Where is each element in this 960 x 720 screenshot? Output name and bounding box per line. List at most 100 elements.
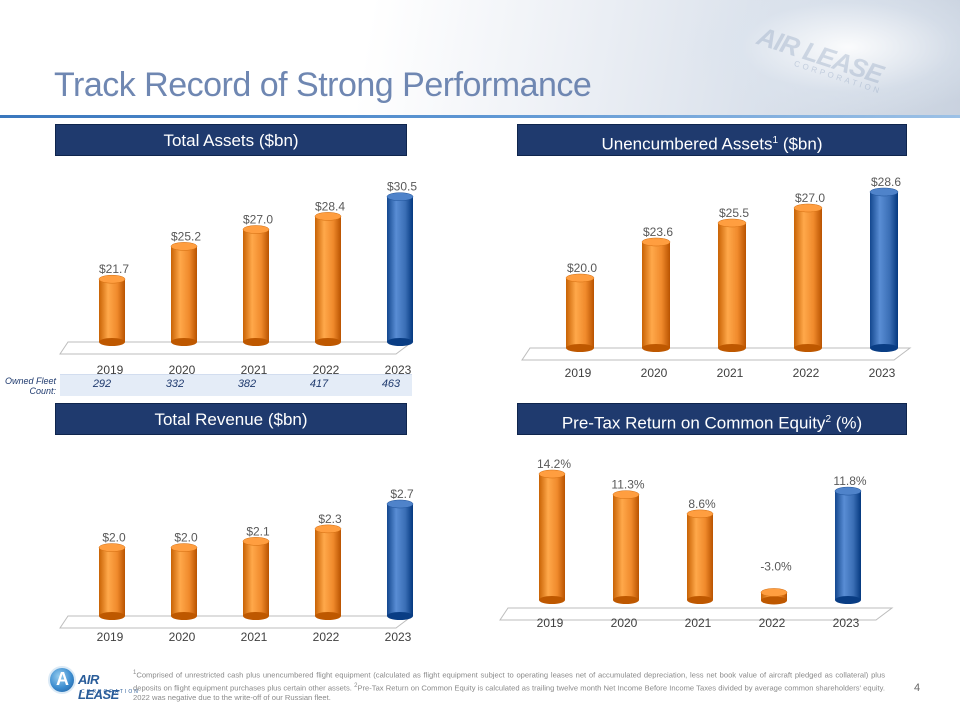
fleet-count-2020: 332 bbox=[165, 378, 185, 390]
category-label-2023: 2023 bbox=[385, 363, 412, 377]
value-label-2020: $2.0 bbox=[174, 531, 198, 545]
bar-2022 bbox=[793, 203, 823, 352]
value-label-2023: $28.6 bbox=[871, 175, 901, 189]
value-label-2021: $27.0 bbox=[243, 213, 273, 227]
page-number: 4 bbox=[914, 682, 921, 694]
total-revenue-chart: $2.0 2019 $2.0 2020 $2.1 2021 $2.3 2022 $2.7 2023 bbox=[59, 487, 414, 644]
value-label-2021: $25.5 bbox=[719, 206, 749, 220]
category-label-2020: 2020 bbox=[169, 363, 196, 377]
unencumbered-title-suffix: ($bn) bbox=[778, 134, 823, 154]
bar-2021 bbox=[242, 537, 270, 620]
bar-2019 bbox=[98, 274, 126, 346]
pretax-title-text: Pre-Tax Return on Common Equity bbox=[561, 413, 826, 433]
bar-2023 bbox=[834, 486, 862, 604]
category-label-2023: 2023 bbox=[833, 616, 860, 630]
logo-sub: CORPORATION bbox=[81, 689, 140, 695]
total-assets-title-text: Total Assets ($bn) bbox=[163, 131, 299, 150]
bar-2023 bbox=[386, 499, 414, 620]
fleet-count-2022: 417 bbox=[309, 378, 329, 390]
fleet-count-2019: 292 bbox=[92, 378, 112, 390]
category-label-2020: 2020 bbox=[641, 366, 668, 380]
bar-2022 bbox=[760, 588, 788, 605]
category-label-2021: 2021 bbox=[685, 616, 712, 630]
air-lease-logo: A AIR LEASE CORPORATION bbox=[48, 664, 138, 704]
fleet-count-label-line1: Owned Fleet bbox=[4, 376, 56, 386]
bar-2019 bbox=[538, 469, 566, 604]
chart-floor bbox=[499, 607, 894, 621]
value-label-2023: 11.8% bbox=[833, 474, 866, 488]
value-label-2023: $2.7 bbox=[390, 487, 414, 501]
value-label-2019: $2.0 bbox=[102, 531, 126, 545]
fleet-count-label-line2: Count: bbox=[29, 386, 56, 396]
fleet-count-2023: 463 bbox=[381, 378, 401, 390]
unencumbered-assets-title: Unencumbered Assets1 ($bn) bbox=[517, 124, 907, 156]
total-revenue-title-text: Total Revenue ($bn) bbox=[154, 410, 308, 429]
value-label-2020: 11.3% bbox=[611, 478, 644, 492]
category-label-2022: 2022 bbox=[759, 616, 786, 630]
value-label-2020: $25.2 bbox=[171, 229, 201, 243]
total-assets-chart: $21.7 2019 $25.2 2020 $27.0 2021 $28.4 2022 $30.… bbox=[59, 180, 417, 377]
value-label-2022: $27.0 bbox=[795, 191, 825, 205]
total-revenue-title: Total Revenue ($bn) bbox=[55, 403, 407, 435]
title-rule bbox=[0, 115, 960, 118]
unencumbered-title-footnote: 1 bbox=[772, 135, 779, 146]
footnote-1-marker: 1 bbox=[133, 670, 137, 676]
bar-2020 bbox=[612, 490, 640, 604]
bar-2021 bbox=[717, 218, 747, 352]
category-label-2023: 2023 bbox=[385, 630, 412, 644]
bar-2020 bbox=[641, 237, 671, 352]
category-label-2021: 2021 bbox=[241, 363, 268, 377]
value-label-2019: $21.7 bbox=[99, 262, 129, 276]
bar-2020 bbox=[170, 242, 198, 346]
value-label-2019: 14.2% bbox=[537, 457, 571, 471]
value-label-2021: 8.6% bbox=[688, 497, 716, 511]
bar-2022 bbox=[314, 212, 342, 346]
bar-2021 bbox=[686, 509, 714, 604]
header-aircraft-image bbox=[680, 0, 960, 118]
unencumbered-title-text: Unencumbered Assets bbox=[601, 134, 773, 154]
footnote-2-marker: 2 bbox=[354, 682, 358, 689]
bar-2021 bbox=[242, 225, 270, 346]
category-label-2023: 2023 bbox=[869, 366, 896, 380]
bar-2019 bbox=[565, 273, 595, 352]
page-title: Track Record of Strong Performance bbox=[54, 66, 592, 104]
logo-letter: A bbox=[56, 669, 69, 689]
footnote-1: Comprised of unrestricted cash plus unen… bbox=[133, 670, 885, 693]
value-label-2019: $20.0 bbox=[567, 261, 597, 275]
bar-2022 bbox=[314, 524, 342, 620]
category-label-2019: 2019 bbox=[565, 366, 592, 380]
bar-2019 bbox=[98, 543, 126, 620]
footnotes: 1Comprised of unrestricted cash plus une… bbox=[133, 668, 885, 703]
category-label-2020: 2020 bbox=[169, 630, 196, 644]
category-label-2019: 2019 bbox=[97, 363, 124, 377]
unencumbered-assets-chart: $20.0 2019 $23.6 2020 $25.5 2021 $27.0 2022 $28.… bbox=[521, 175, 912, 380]
category-label-2022: 2022 bbox=[793, 366, 820, 380]
pretax-return-chart: 14.2% 2019 11.3% 2020 8.6% 2021 -3.0% 2022 11.8%… bbox=[499, 457, 894, 630]
fleet-count-band bbox=[60, 374, 412, 396]
category-label-2019: 2019 bbox=[537, 616, 564, 630]
pretax-title-suffix: (%) bbox=[831, 413, 863, 433]
value-label-2023: $30.5 bbox=[387, 180, 417, 194]
fleet-count-label: Owned Fleet Count: bbox=[2, 376, 56, 396]
category-label-2022: 2022 bbox=[313, 363, 340, 377]
value-label-2022: $28.4 bbox=[315, 199, 345, 213]
bar-2023 bbox=[386, 192, 414, 346]
category-label-2019: 2019 bbox=[97, 630, 124, 644]
pretax-return-title: Pre-Tax Return on Common Equity2 (%) bbox=[517, 403, 907, 435]
pretax-title-footnote: 2 bbox=[825, 414, 831, 425]
category-label-2020: 2020 bbox=[611, 616, 638, 630]
total-assets-title: Total Assets ($bn) bbox=[55, 124, 407, 156]
value-label-2022: $2.3 bbox=[318, 512, 342, 526]
bar-2023 bbox=[869, 187, 899, 352]
value-label-2022: -3.0% bbox=[760, 559, 792, 573]
bar-2020 bbox=[170, 543, 198, 620]
fleet-count-2021: 382 bbox=[237, 378, 257, 390]
value-label-2021: $2.1 bbox=[246, 524, 270, 538]
category-label-2022: 2022 bbox=[313, 630, 340, 644]
logo-globe-icon bbox=[48, 666, 76, 694]
logo-name: AIR LEASE bbox=[78, 672, 119, 702]
footnote-2: Pre-Tax Return on Common Equity is calcu… bbox=[133, 683, 885, 703]
value-label-2020: $23.6 bbox=[643, 225, 673, 239]
category-label-2021: 2021 bbox=[717, 366, 744, 380]
category-label-2021: 2021 bbox=[241, 630, 268, 644]
